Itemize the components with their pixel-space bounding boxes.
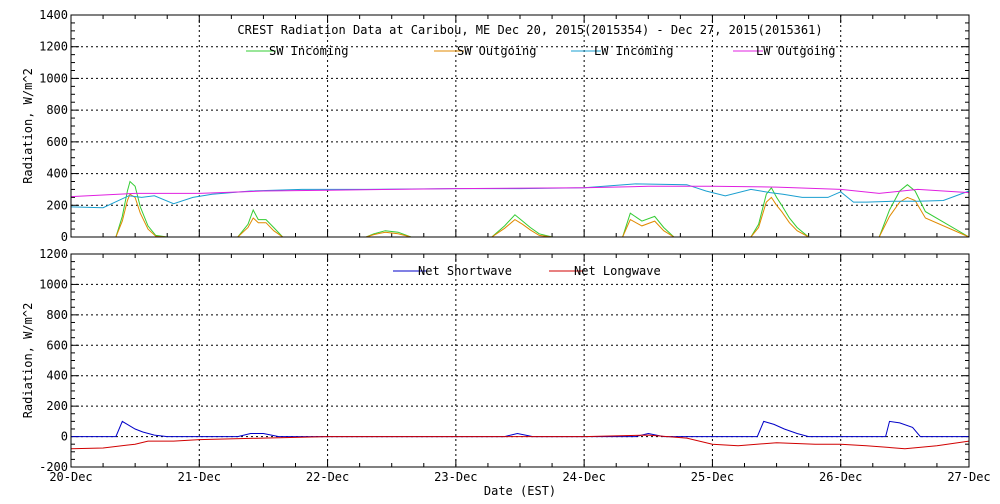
series-line-net-shortwave <box>71 420 969 438</box>
y-tick-label: 400 <box>46 369 68 383</box>
bottom-panel: -200 0 200 400 600 800 1000 1200 20-Dec 21-Dec 22-… <box>21 247 991 484</box>
y-tick-label: 200 <box>46 198 68 212</box>
legend-label: SW Incoming <box>269 44 348 58</box>
y-tick-label: 0 <box>61 230 68 244</box>
x-tick-label: 22-Dec <box>306 470 349 484</box>
y-tick-label: 1200 <box>39 247 68 261</box>
series-line-lw-incoming <box>70 183 970 209</box>
y-tick-label: 600 <box>46 338 68 352</box>
x-tick-label: 26-Dec <box>819 470 862 484</box>
y-tick-label: 1200 <box>39 40 68 54</box>
x-tick-label: 25-Dec <box>691 470 734 484</box>
y-tick-label: -200 <box>39 460 68 474</box>
plot-frame <box>70 14 970 238</box>
y-tick-label: 200 <box>46 399 68 413</box>
y-tick-label: 400 <box>46 167 68 181</box>
y-tick-label: 1000 <box>39 277 68 291</box>
y-tick-label: 600 <box>46 135 68 149</box>
y-tick-label: 1400 <box>39 8 68 22</box>
series-line-net-longwave <box>70 434 970 450</box>
y-axis-label: Radiation, W/m^2 <box>21 68 35 184</box>
plot-frame <box>70 253 970 468</box>
x-tick-label: 24-Dec <box>562 470 605 484</box>
legend-label: LW Incoming <box>594 44 673 58</box>
x-tick-label: 21-Dec <box>178 470 221 484</box>
top-panel: 0 200 400 600 800 1000 1200 1400 Radiation, W/m^… <box>21 8 970 244</box>
y-tick-label: 1000 <box>39 71 68 85</box>
legend-label: Net Longwave <box>574 264 661 278</box>
x-tick-label: 27-Dec <box>947 470 990 484</box>
chart-title: CREST Radiation Data at Caribou, ME Dec … <box>237 23 822 37</box>
y-axis-label: Radiation, W/m^2 <box>21 303 35 419</box>
y-tick-label: 0 <box>61 430 68 444</box>
x-tick-label: 20-Dec <box>49 470 92 484</box>
y-tick-label: 800 <box>46 308 68 322</box>
legend-label: LW Outgoing <box>756 44 835 58</box>
x-axis-label: Date (EST) <box>484 484 556 498</box>
x-tick-label: 23-Dec <box>434 470 477 484</box>
series-line-sw-incoming <box>71 180 970 238</box>
legend-label: SW Outgoing <box>457 44 536 58</box>
y-tick-label: 800 <box>46 103 68 117</box>
legend-label: Net Shortwave <box>418 264 512 278</box>
series-line-lw-outgoing <box>70 185 970 198</box>
series-line-sw-outgoing <box>71 193 970 238</box>
